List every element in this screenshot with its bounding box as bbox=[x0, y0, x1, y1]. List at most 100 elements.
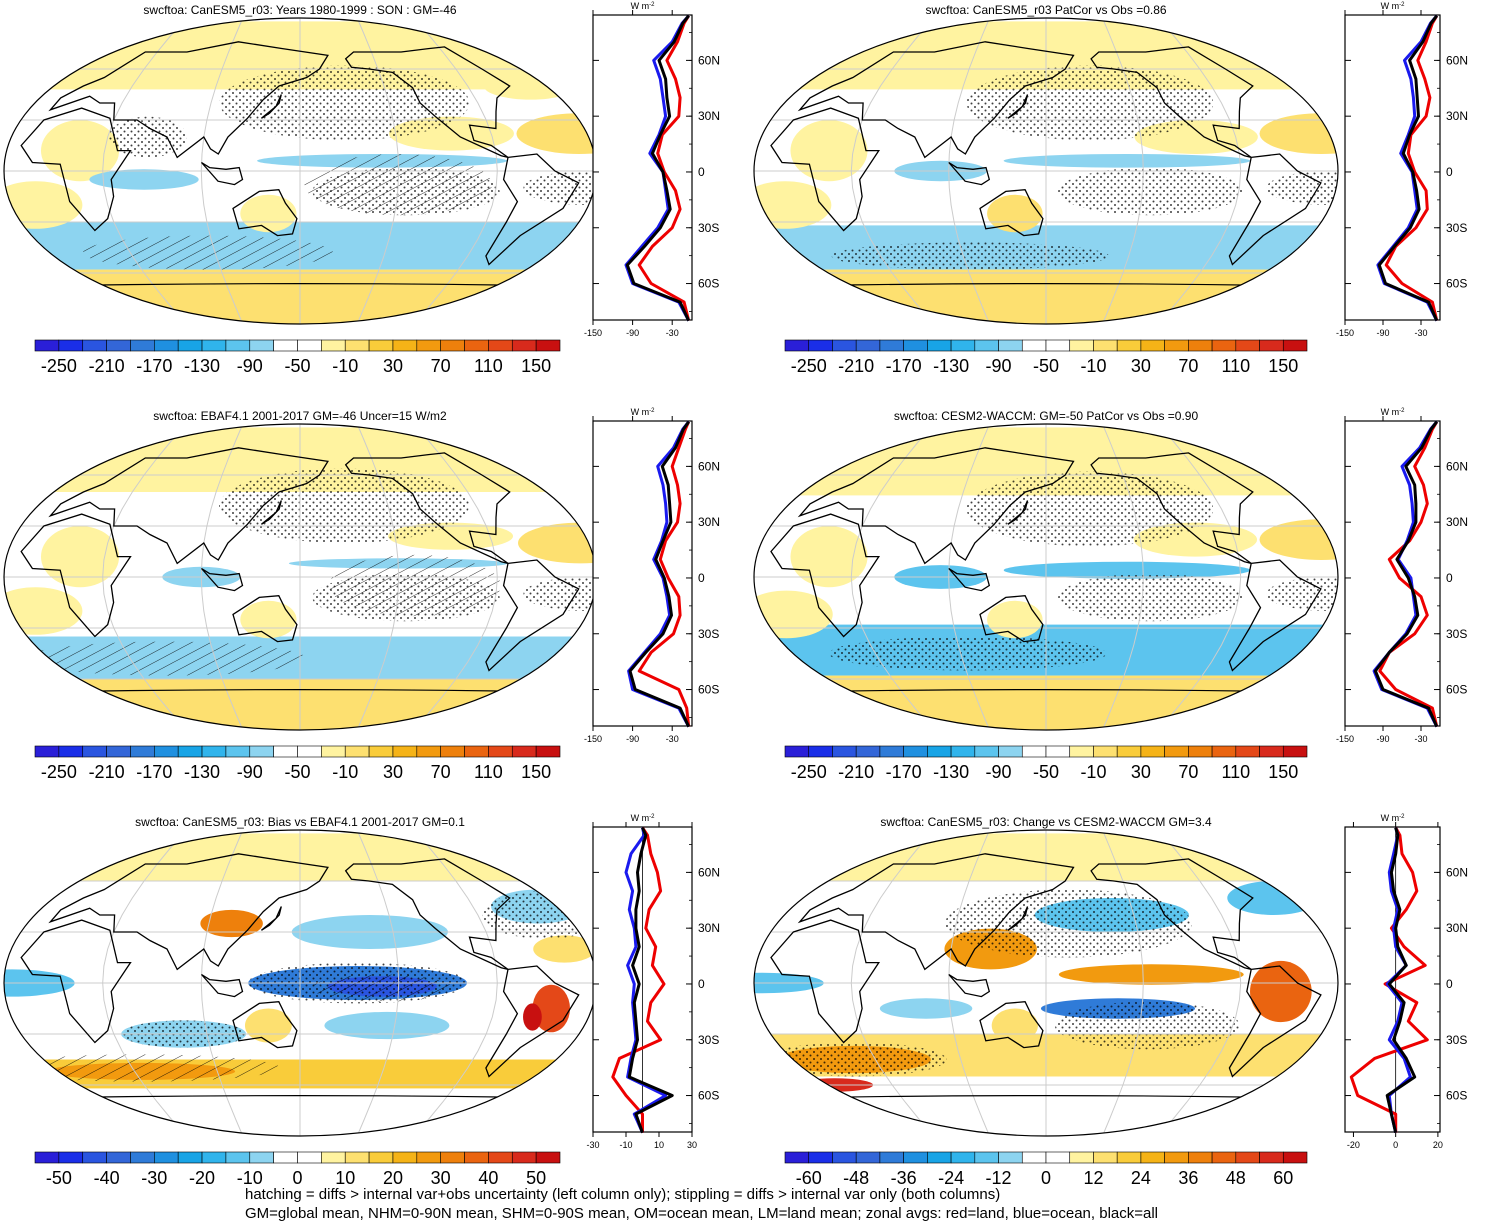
colorbar-label: 70 bbox=[1178, 356, 1198, 376]
x-tick-label: 30 bbox=[687, 1140, 697, 1150]
colorbar-box bbox=[1164, 745, 1189, 758]
field-patch bbox=[1259, 113, 1338, 155]
colorbar-box bbox=[1282, 1151, 1308, 1164]
lat-tick-label: 0 bbox=[1446, 977, 1453, 991]
stippling bbox=[1058, 167, 1243, 216]
colorbar-box bbox=[106, 339, 131, 352]
colorbar-box bbox=[106, 745, 131, 758]
colorbar-box bbox=[950, 339, 976, 352]
hatching bbox=[329, 554, 501, 617]
lat-tick-label: 0 bbox=[698, 571, 705, 585]
units-exponent: -2 bbox=[1399, 408, 1405, 414]
colorbar-box bbox=[808, 339, 833, 352]
panel-3: swcftoa: EBAF4.1 2001-2017 GM=-46 Uncer=… bbox=[3, 407, 720, 782]
colorbar-box bbox=[974, 745, 999, 758]
zonal-plot: 60N 30N 0 30S 60S -150 -90 -30 W m-2 bbox=[584, 407, 720, 744]
colorbar-label: -10 bbox=[332, 356, 358, 376]
field-patch bbox=[879, 998, 973, 1019]
zonal-line-land bbox=[1378, 420, 1439, 728]
colorbar-box bbox=[784, 745, 810, 758]
colorbar-box bbox=[416, 339, 441, 352]
zonal-plot: 60N 30N 0 30S 60S -150 -90 -30 W m-2 bbox=[584, 1, 720, 338]
colorbar-label: -90 bbox=[986, 356, 1012, 376]
colorbar: -250 -210 -170 -130 -90 -50 -10 30 70 110 150 bbox=[34, 339, 561, 376]
field-patch bbox=[1250, 960, 1312, 1023]
x-tick-label: -150 bbox=[584, 734, 602, 744]
colorbar-label: -50 bbox=[1033, 762, 1059, 782]
colorbar-label: 110 bbox=[474, 356, 503, 376]
colorbar-label: -24 bbox=[938, 1168, 964, 1188]
colorbar-box bbox=[368, 339, 394, 352]
graticule-meridian bbox=[102, 18, 186, 324]
colorbar-label: 60 bbox=[1273, 1168, 1293, 1188]
panel-grid: swcftoa: CanESM5_r03: Years 1980-1999 : … bbox=[3, 1, 1468, 1188]
units-label: W m-2 bbox=[1381, 1, 1405, 11]
x-tick-label: -10 bbox=[619, 1140, 632, 1150]
colorbar-box bbox=[58, 339, 84, 352]
coastline bbox=[344, 452, 511, 565]
colorbar-box bbox=[511, 745, 537, 758]
field-patch bbox=[987, 194, 1043, 233]
units-exponent: -2 bbox=[1399, 2, 1405, 8]
stippling bbox=[829, 636, 1107, 671]
colorbar-label: 150 bbox=[521, 762, 551, 782]
map-border bbox=[753, 423, 1339, 731]
colorbar-label: -210 bbox=[89, 762, 125, 782]
colorbar-label: -210 bbox=[838, 762, 874, 782]
colorbar-box bbox=[440, 1151, 465, 1164]
colorbar-box bbox=[82, 1151, 107, 1164]
zonal-line-land bbox=[611, 826, 666, 1133]
coastline bbox=[1228, 965, 1322, 1078]
colorbar: -60 -48 -36 -24 -12 0 12 24 36 48 60 bbox=[784, 1151, 1308, 1188]
x-tick-label: -30 bbox=[586, 1140, 599, 1150]
colorbar-box bbox=[392, 339, 418, 352]
coastline bbox=[797, 447, 1075, 565]
zonal-line-all bbox=[628, 420, 691, 728]
colorbar-box bbox=[903, 1151, 928, 1164]
colorbar-label: 150 bbox=[1268, 762, 1298, 782]
colorbar-label: 0 bbox=[1041, 1168, 1051, 1188]
coastline bbox=[201, 567, 244, 592]
colorbar-box bbox=[1259, 1151, 1284, 1164]
field-patch bbox=[1003, 561, 1251, 579]
lat-tick-label: 0 bbox=[698, 977, 705, 991]
field-patch bbox=[523, 1003, 542, 1031]
hatching bbox=[24, 641, 307, 676]
coastline bbox=[979, 189, 1044, 237]
units-exponent: -2 bbox=[649, 2, 655, 8]
field-patch bbox=[1058, 964, 1244, 985]
colorbar-label: -210 bbox=[89, 356, 125, 376]
stippling bbox=[1266, 577, 1338, 611]
colorbar-box bbox=[225, 1151, 251, 1164]
panel-4: swcftoa: CESM2-WACCM: GM=-50 PatCor vs O… bbox=[753, 407, 1468, 782]
colorbar-box bbox=[1259, 339, 1284, 352]
coastline bbox=[260, 906, 282, 931]
colorbar-box bbox=[1211, 745, 1237, 758]
graticule-meridian bbox=[414, 830, 498, 1136]
colorbar-box bbox=[1140, 1151, 1165, 1164]
coastline bbox=[20, 513, 132, 638]
field-patch bbox=[533, 935, 596, 963]
map bbox=[4, 424, 596, 730]
lat-tick-label: 30N bbox=[1446, 515, 1468, 529]
colorbar-box bbox=[249, 339, 274, 352]
colorbar-label: -12 bbox=[986, 1168, 1012, 1188]
colorbar-box bbox=[368, 1151, 394, 1164]
colorbar-label: -10 bbox=[237, 1168, 263, 1188]
colorbar-box bbox=[855, 1151, 881, 1164]
coastline bbox=[485, 965, 580, 1078]
colorbar-box bbox=[879, 745, 904, 758]
colorbar-box bbox=[177, 745, 203, 758]
graticule-meridian bbox=[850, 18, 934, 324]
colorbar-box bbox=[784, 1151, 810, 1164]
colorbar-box bbox=[249, 1151, 274, 1164]
coastline bbox=[979, 595, 1044, 643]
colorbar-label: -30 bbox=[141, 1168, 167, 1188]
stippling bbox=[1266, 171, 1338, 205]
lat-tick-label: 0 bbox=[698, 165, 705, 179]
colorbar-box bbox=[416, 1151, 441, 1164]
field-patch bbox=[790, 120, 868, 182]
units-label: W m-2 bbox=[631, 407, 655, 417]
field-patch bbox=[754, 590, 833, 639]
coastline bbox=[48, 41, 329, 159]
